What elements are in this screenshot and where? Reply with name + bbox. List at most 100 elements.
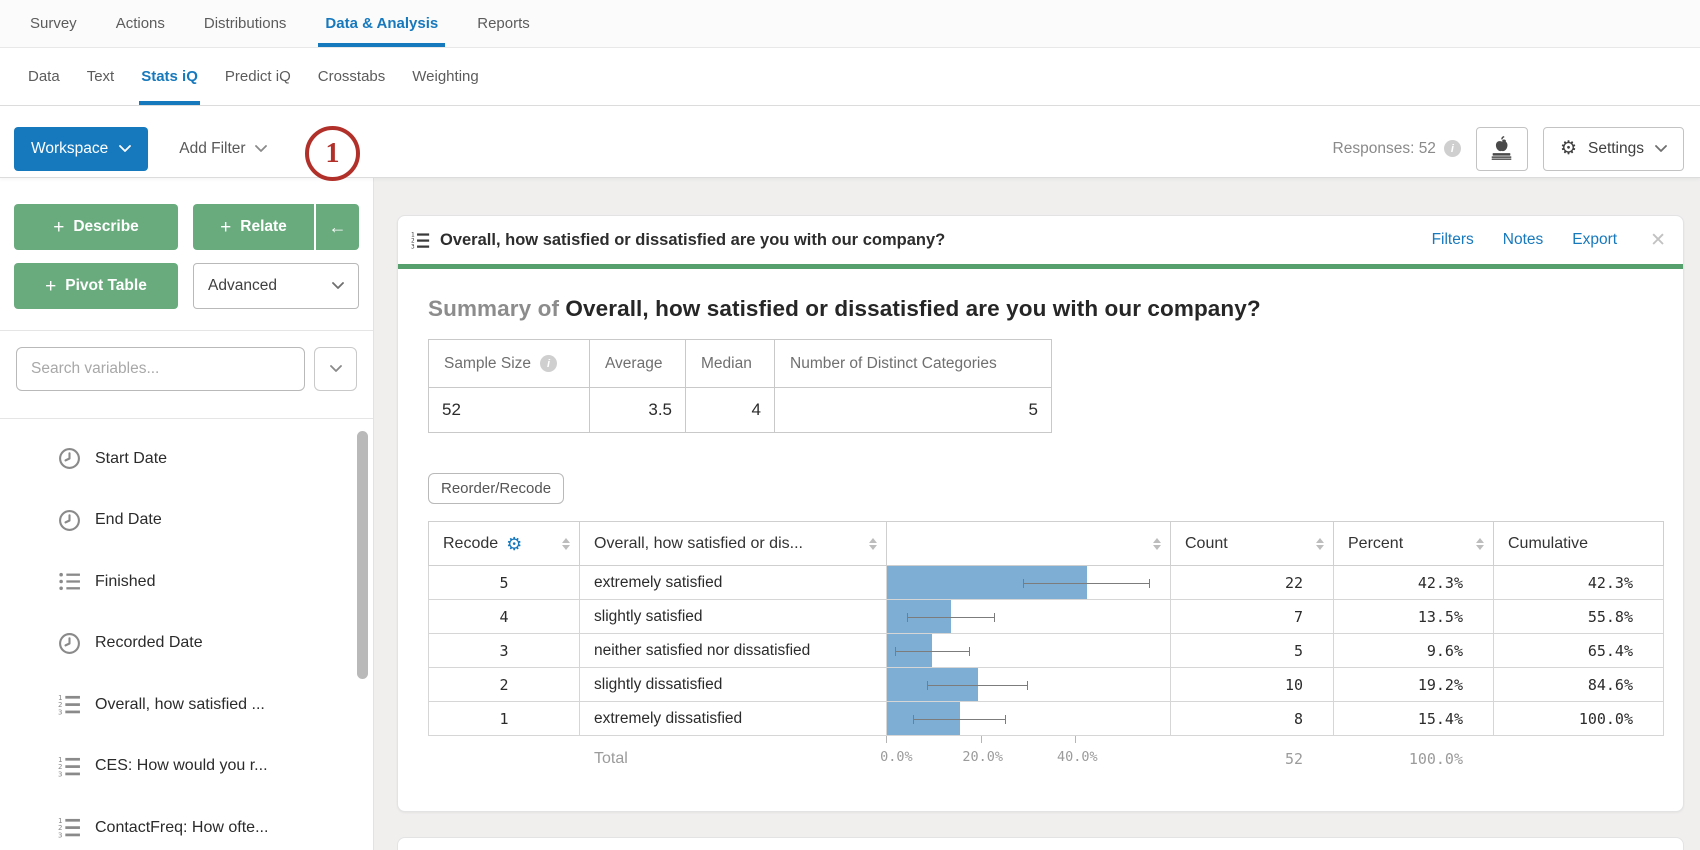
clock-icon: [58, 447, 81, 470]
search-options-dropdown[interactable]: [314, 347, 357, 391]
count-header-label: Count: [1185, 534, 1228, 552]
reorder-recode-button[interactable]: Reorder/Recode: [428, 473, 565, 504]
variable-list-item[interactable]: Start Date: [0, 428, 373, 490]
variable-list-item[interactable]: CES: How would you r...: [0, 736, 373, 798]
collapse-panel-button[interactable]: ←: [316, 204, 359, 250]
count-cell: 7: [1170, 599, 1334, 634]
frequency-table: Recode ⚙ Overall, how satisfied or dis..…: [428, 521, 1664, 736]
toolbar: Workspace Add Filter 1 Responses: 52 i ⚙…: [0, 106, 1700, 181]
arrow-left-icon: ←: [328, 216, 347, 237]
category-header-label: Overall, how satisfied or dis...: [594, 534, 803, 552]
recode-gear-icon[interactable]: ⚙: [506, 533, 523, 554]
book-apple-icon: [1488, 135, 1515, 162]
stats-header-distinct: Number of Distinct Categories: [774, 339, 1052, 388]
workspace-button-label: Workspace: [31, 139, 109, 157]
responses-label: Responses: 52: [1332, 139, 1436, 157]
category-cell: extremely satisfied: [579, 565, 887, 600]
tab-survey[interactable]: Survey: [30, 15, 77, 32]
sort-toggle[interactable]: [869, 537, 877, 550]
sort-toggle[interactable]: [562, 537, 570, 550]
variable-label: End Date: [95, 511, 162, 529]
stats-header-sample-size: Sample Size i: [428, 339, 590, 388]
recode-cell: 4: [428, 599, 580, 634]
tab-stats-iq[interactable]: Stats iQ: [139, 48, 200, 105]
ordered-list-icon: [411, 231, 430, 250]
relate-button[interactable]: + Relate: [193, 204, 314, 250]
top-navigation: Survey Actions Distributions Data & Anal…: [0, 0, 1700, 48]
ordered-list-icon: [58, 755, 81, 778]
gear-icon: ⚙: [1559, 138, 1577, 159]
variable-list-item[interactable]: Recorded Date: [0, 613, 373, 675]
chevron-down-icon: [330, 365, 342, 373]
frequency-table-row: 5 extremely satisfied 22 42.3% 42.3%: [428, 565, 1664, 600]
tab-reports[interactable]: Reports: [477, 15, 530, 32]
frequency-table-row: 1 extremely dissatisfied 8 15.4% 100.0%: [428, 701, 1664, 736]
error-bar: [927, 680, 1028, 690]
tab-text[interactable]: Text: [86, 68, 115, 85]
tab-predict-iq[interactable]: Predict iQ: [224, 68, 291, 85]
sidebar-scrollbar[interactable]: [357, 431, 368, 679]
info-icon[interactable]: i: [1443, 140, 1461, 157]
sort-toggle[interactable]: [1153, 537, 1161, 550]
summary-heading: Summary of Overall, how satisfied or dis…: [428, 296, 1659, 322]
pivot-table-button[interactable]: + Pivot Table: [14, 263, 178, 309]
variable-list-item[interactable]: Overall, how satisfied ...: [0, 674, 373, 736]
card-title: Overall, how satisfied or dissatisfied a…: [440, 230, 946, 249]
percent-cell: 42.3%: [1333, 565, 1494, 600]
filters-link[interactable]: Filters: [1431, 231, 1474, 248]
percent-cell: 19.2%: [1333, 667, 1494, 702]
cumulative-cell: 65.4%: [1493, 633, 1664, 668]
chevron-down-icon: [119, 145, 131, 153]
summary-prefix: Summary of: [428, 296, 560, 321]
variable-label: Finished: [95, 572, 156, 590]
sort-toggle[interactable]: [1476, 537, 1484, 550]
advanced-dropdown[interactable]: Advanced: [193, 263, 359, 309]
tab-distributions[interactable]: Distributions: [203, 15, 287, 32]
describe-label: Describe: [73, 218, 139, 235]
plus-icon: +: [53, 216, 65, 238]
category-cell: extremely dissatisfied: [579, 701, 887, 736]
workspace-main: Overall, how satisfied or dissatisfied a…: [374, 178, 1700, 850]
describe-button[interactable]: + Describe: [14, 204, 178, 250]
recode-header-label: Recode: [443, 534, 499, 552]
variable-list-item[interactable]: End Date: [0, 490, 373, 552]
clock-icon: [58, 632, 81, 655]
variable-list: Start Date End Date Finished Recorded Da…: [0, 419, 373, 850]
tab-crosstabs[interactable]: Crosstabs: [317, 68, 386, 85]
category-cell: neither satisfied nor dissatisfied: [579, 633, 887, 668]
tab-data[interactable]: Data: [28, 68, 60, 85]
variable-list-item[interactable]: ContactFreq: How ofte...: [0, 797, 373, 850]
export-link[interactable]: Export: [1572, 231, 1618, 248]
relate-split-button: + Relate ←: [193, 204, 359, 250]
learning-resources-button[interactable]: [1475, 126, 1528, 171]
average-value: 3.5: [589, 387, 686, 433]
variable-search-row: [0, 331, 373, 391]
cumulative-header-label: Cumulative: [1508, 534, 1589, 552]
frequency-table-row: 4 slightly satisfied 7 13.5% 55.8%: [428, 599, 1664, 634]
tab-data-and-analysis[interactable]: Data & Analysis: [318, 0, 446, 47]
variable-list-item[interactable]: Finished: [0, 551, 373, 613]
workspace-button[interactable]: Workspace: [14, 126, 149, 171]
bar-cell: [886, 701, 1171, 736]
analysis-buttons: + Describe + Relate ← + Pivot Table Adva…: [0, 178, 373, 309]
add-filter-button[interactable]: Add Filter: [179, 140, 266, 158]
stats-header-average: Average: [589, 339, 686, 388]
axis-tick: [886, 736, 887, 743]
search-input[interactable]: [16, 347, 305, 391]
cumulative-cell: 100.0%: [1493, 701, 1664, 736]
close-icon[interactable]: ✕: [1650, 229, 1666, 251]
settings-button[interactable]: ⚙ Settings: [1542, 126, 1684, 171]
sort-toggle[interactable]: [1316, 537, 1324, 550]
percent-cell: 9.6%: [1333, 633, 1494, 668]
tab-actions[interactable]: Actions: [115, 15, 165, 32]
cumulative-cell: 55.8%: [1493, 599, 1664, 634]
error-bar: [894, 646, 971, 656]
notes-link[interactable]: Notes: [1502, 231, 1544, 248]
info-icon[interactable]: i: [540, 355, 558, 372]
axis-tick-label: 20.0%: [962, 749, 1004, 765]
recode-cell: 3: [428, 633, 580, 668]
tab-weighting[interactable]: Weighting: [412, 68, 479, 85]
total-percent: 100.0%: [1408, 750, 1463, 768]
card-header: Overall, how satisfied or dissatisfied a…: [398, 216, 1683, 264]
relate-label: Relate: [240, 218, 287, 235]
